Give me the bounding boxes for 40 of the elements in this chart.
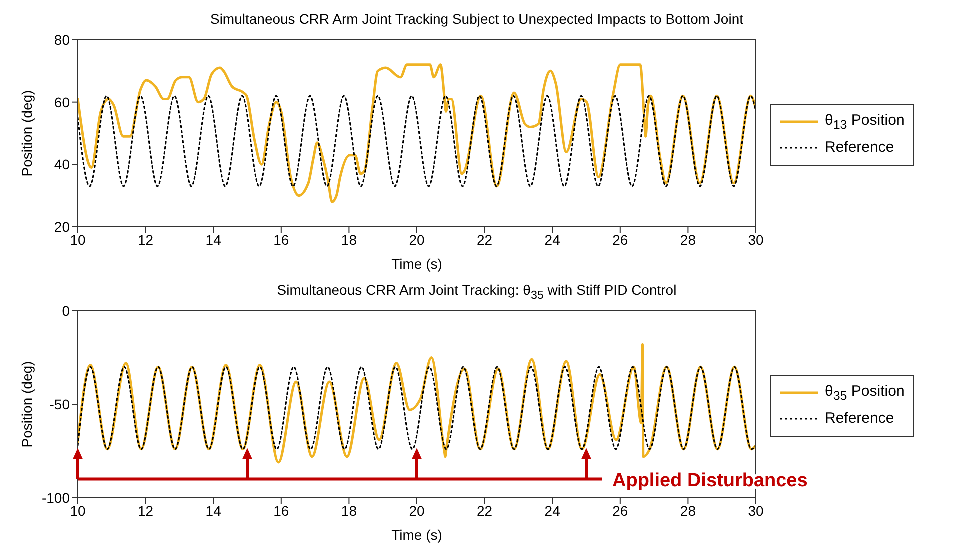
- x-tick-label: 26: [612, 502, 628, 519]
- x-tick-label: 10: [70, 232, 86, 248]
- x-tick-label: 10: [70, 502, 86, 519]
- legend-label: θ$_{35}$ Position: [825, 382, 905, 402]
- legend-label: Reference: [825, 139, 894, 156]
- y-tick-label: -100: [42, 490, 70, 506]
- chart-title: Simultaneous CRR Arm Joint Tracking Subject to Unexpected Impacts to Bottom Joint: [209, 10, 745, 29]
- y-tick-label: 60: [54, 94, 70, 110]
- x-tick-label: 26: [612, 232, 628, 248]
- x-tick-label: 12: [138, 232, 154, 248]
- y-tick-label: 40: [54, 156, 70, 173]
- y-axis-title: Position (deg): [18, 361, 35, 448]
- x-tick-label: 18: [341, 502, 358, 519]
- x-tick-label: 24: [544, 232, 561, 248]
- x-tick-label: 30: [748, 232, 764, 248]
- y-tick-label: 80: [54, 32, 70, 48]
- x-tick-label: 16: [274, 232, 290, 248]
- x-tick-label: 24: [544, 502, 561, 519]
- x-tick-label: 14: [206, 502, 222, 519]
- line-series: [78, 95, 756, 188]
- x-tick-label: 20: [409, 232, 425, 248]
- x-tick-label: 20: [409, 502, 425, 519]
- x-axis-title: Time (s): [392, 527, 442, 543]
- x-tick-label: 28: [680, 232, 696, 248]
- x-tick-label: 14: [206, 232, 222, 248]
- x-tick-label: 12: [138, 502, 154, 519]
- y-tick-label: -50: [50, 396, 70, 412]
- x-tick-label: 28: [680, 502, 696, 519]
- x-tick-label: 16: [274, 502, 290, 519]
- x-tick-label: 30: [748, 502, 764, 519]
- x-axis-title: Time (s): [392, 256, 442, 272]
- x-tick-label: 18: [341, 232, 358, 248]
- legend-label: Reference: [825, 410, 894, 427]
- y-axis-title: Position (deg): [18, 90, 35, 177]
- x-tick-label: 22: [477, 502, 493, 519]
- x-tick-label: 22: [477, 232, 493, 248]
- chart-title: Simultaneous CRR Arm Joint Tracking: θ$_{35}$ with Stiff PID Control: [276, 281, 678, 302]
- legend-label: θ$_{13}$ Position: [825, 112, 905, 132]
- y-tick-label: 0: [62, 302, 70, 319]
- y-tick-label: 20: [54, 218, 70, 235]
